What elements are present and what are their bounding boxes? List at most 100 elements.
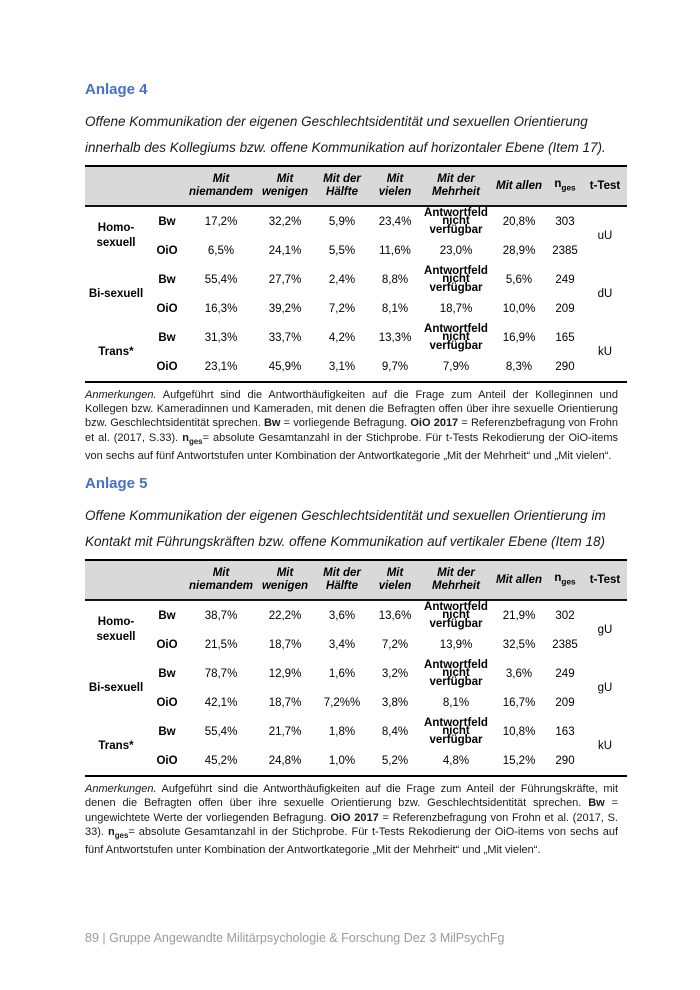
row-group-label: Homo-sexuell [96, 616, 136, 644]
value-cell: 8,1% [442, 696, 470, 709]
value-cell: 39,2% [268, 302, 302, 315]
header-col-ttest: t-Test [583, 560, 627, 601]
value-cell-na: Antwortfeld nicht verfügbar [424, 716, 488, 746]
table-group-trans: Trans* Bw 55,4% 21,7% 1,8% 8,4% Antwortf… [85, 717, 627, 776]
value-cell: 4,2% [328, 331, 356, 344]
value-cell: 23,0% [439, 244, 473, 257]
value-cell: 8,4% [381, 725, 409, 738]
value-cell: 21,5% [204, 638, 238, 651]
table-group-homosexuell: Homo-sexuell Bw 17,2% 32,2% 5,9% 23,4% A… [85, 206, 627, 265]
value-cell: 3,2% [381, 667, 409, 680]
anlage4-description: Offene Kommunikation der eigenen Geschle… [85, 114, 606, 155]
value-cell: 18,7% [268, 638, 302, 651]
value-cell: 3,8% [381, 696, 409, 709]
value-cell: 45,9% [268, 360, 302, 373]
header-col-ttest: t-Test [583, 166, 627, 206]
table-header-row: Mit niemandem Mit wenigen Mit der Hälfte… [85, 166, 627, 206]
value-cell: 12,9% [268, 667, 302, 680]
value-cell: 3,6% [505, 667, 533, 680]
anlage5-notes: Anmerkungen. Aufgeführt sind die Antwort… [85, 783, 619, 857]
nges-cell: 209 [555, 302, 575, 315]
value-cell: 23,1% [204, 360, 238, 373]
ttest-cell: gU [597, 682, 613, 695]
value-cell-na: Antwortfeld nicht verfügbar [424, 264, 488, 294]
table-group-homosexuell: Homo-sexuell Bw 38,7% 22,2% 3,6% 13,6% A… [85, 600, 627, 659]
value-cell: 4,8% [442, 754, 470, 767]
page-content: Anlage 4 Offene Kommunikation der eigene… [85, 80, 627, 868]
header-col-allen: Mit allen [491, 560, 547, 601]
ttest-cell: dU [597, 288, 613, 300]
value-cell: 13,9% [439, 638, 473, 651]
value-cell: 1,6% [328, 667, 356, 680]
value-cell: 1,8% [328, 725, 356, 738]
value-cell: 28,9% [502, 244, 536, 257]
anlage4-notes: Anmerkungen. Aufgeführt sind die Antwort… [85, 389, 619, 462]
value-cell: 27,7% [268, 273, 302, 286]
value-cell: 78,7% [204, 667, 238, 680]
table-row: Trans* Bw 55,4% 21,7% 1,8% 8,4% Antwortf… [85, 716, 627, 752]
ttest-cell: gU [597, 624, 613, 637]
anlage5-table: Mit niemandem Mit wenigen Mit der Hälfte… [85, 559, 627, 778]
table-group-bisexuell: Bi-sexuell Bw 55,4% 27,7% 2,4% 8,8% Antw… [85, 265, 627, 323]
table-row: OiO 42,1% 18,7% 7,2%% 3,8% 8,1% 16,7% 20… [85, 688, 627, 717]
header-col-niemandem: Mit niemandem [187, 166, 255, 206]
table-row: OiO 21,5% 18,7% 3,4% 7,2% 13,9% 32,5% 23… [85, 630, 627, 659]
value-cell: 15,2% [502, 754, 536, 767]
nges-cell: 303 [555, 215, 575, 228]
table-row: Homo-sexuell Bw 17,2% 32,2% 5,9% 23,4% A… [85, 206, 627, 249]
value-cell-na: Antwortfeld nicht verfügbar [424, 600, 488, 630]
value-cell: 24,1% [268, 244, 302, 257]
value-cell: 3,6% [328, 609, 356, 622]
table-header-row: Mit niemandem Mit wenigen Mit der Hälfte… [85, 560, 627, 601]
header-col-niemandem: Mit niemandem [187, 560, 255, 601]
nges-cell: 302 [555, 609, 575, 622]
nges-cell: 249 [555, 273, 575, 286]
source-label: OiO [156, 754, 178, 767]
source-label: Bw [158, 215, 176, 228]
value-cell: 31,3% [204, 331, 238, 344]
source-label: Bw [158, 273, 176, 286]
value-cell: 5,2% [381, 754, 409, 767]
header-col-mehrheit: Mit der Mehrheit [421, 560, 491, 601]
value-cell-na: Antwortfeld nicht verfügbar [424, 322, 488, 352]
ttest-cell: uU [597, 230, 613, 242]
value-cell: 1,0% [328, 754, 356, 767]
value-cell: 11,6% [379, 244, 411, 257]
page-footer: 89 | Gruppe Angewandte Militärpsychologi… [85, 931, 505, 945]
anlage5-heading: Anlage 5 [85, 475, 148, 493]
value-cell: 13,3% [378, 331, 412, 344]
value-cell: 21,9% [502, 609, 536, 622]
table-row: Homo-sexuell Bw 38,7% 22,2% 3,6% 13,6% A… [85, 600, 627, 643]
source-label: OiO [156, 696, 178, 709]
header-col-nges: nges [547, 166, 583, 206]
value-cell: 5,6% [505, 273, 533, 286]
nges-cell: 290 [555, 754, 575, 767]
value-cell: 7,2%% [323, 696, 361, 709]
header-col-haelfte: Mit der Hälfte [315, 166, 369, 206]
value-cell: 24,8% [268, 754, 302, 767]
value-cell: 21,7% [268, 725, 302, 738]
source-label: Bw [158, 609, 176, 622]
value-cell: 10,0% [502, 302, 536, 315]
value-cell: 42,1% [204, 696, 238, 709]
value-cell-na: Antwortfeld nicht verfügbar [424, 206, 488, 236]
ttest-cell: kU [597, 346, 613, 358]
header-col-nges: nges [547, 560, 583, 601]
header-empty-cell [85, 560, 187, 601]
nges-cell: 163 [555, 725, 575, 738]
table-row: OiO 6,5% 24,1% 5,5% 11,6% 23,0% 28,9% 23… [85, 236, 627, 265]
anlage5-description: Offene Kommunikation der eigenen Geschle… [85, 508, 606, 550]
nges-cell: 2385 [552, 638, 578, 651]
value-cell: 8,8% [381, 273, 409, 286]
table-row: OiO 16,3% 39,2% 7,2% 8,1% 18,7% 10,0% 20… [85, 294, 627, 323]
table-row: Bi-sexuell Bw 55,4% 27,7% 2,4% 8,8% Antw… [85, 264, 627, 300]
source-label: Bw [158, 331, 176, 344]
header-col-haelfte: Mit der Hälfte [315, 560, 369, 601]
nges-cell: 249 [555, 667, 575, 680]
table-row: Bi-sexuell Bw 78,7% 12,9% 1,6% 3,2% Antw… [85, 659, 627, 694]
value-cell: 5,9% [328, 215, 356, 228]
source-label: OiO [156, 638, 178, 651]
value-cell: 22,2% [268, 609, 302, 622]
source-label: OiO [156, 302, 178, 315]
